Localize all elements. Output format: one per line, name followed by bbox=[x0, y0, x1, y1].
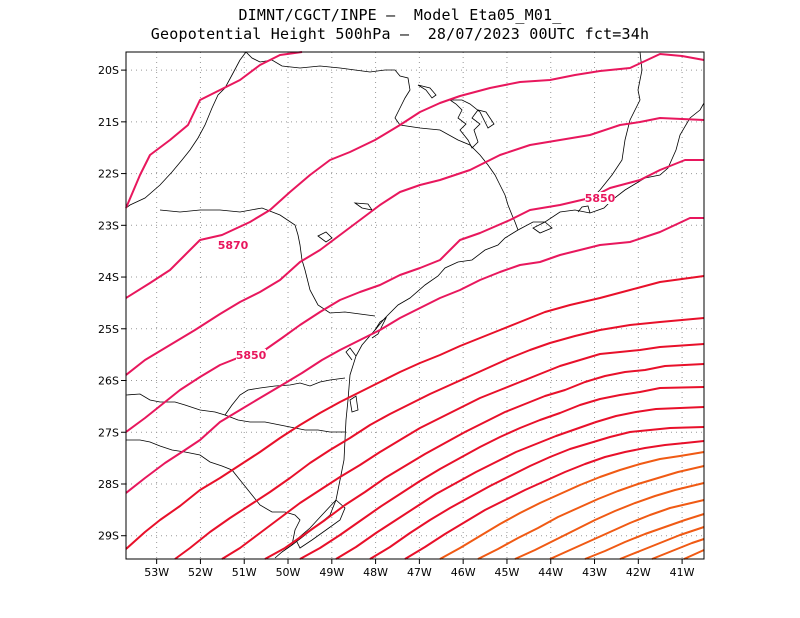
contour-label: 5870 bbox=[218, 239, 249, 252]
coastline-bay bbox=[345, 347, 357, 361]
x-tick-label: 45W bbox=[495, 566, 520, 579]
contour-line bbox=[369, 426, 705, 560]
contour-label: 5850 bbox=[236, 349, 267, 362]
contour-line bbox=[299, 386, 705, 560]
coastline-island bbox=[349, 395, 359, 413]
contour-line bbox=[514, 482, 705, 560]
contour-line bbox=[174, 317, 705, 560]
state-border bbox=[159, 207, 376, 317]
reservoir bbox=[448, 99, 495, 149]
x-tick-label: 51W bbox=[232, 566, 257, 579]
x-tick-label: 48W bbox=[363, 566, 388, 579]
coastline-island bbox=[532, 221, 553, 234]
y-tick-label: 22S bbox=[98, 168, 119, 181]
y-tick-label: 25S bbox=[98, 323, 119, 336]
coastline-bay bbox=[371, 316, 388, 339]
x-tick-label: 50W bbox=[276, 566, 301, 579]
contour-line bbox=[477, 465, 705, 560]
contour-line bbox=[125, 51, 303, 209]
x-tick-label: 49W bbox=[319, 566, 344, 579]
contour-label-bg bbox=[585, 192, 615, 204]
contour-label-bg bbox=[236, 349, 266, 361]
contour-line bbox=[125, 53, 705, 299]
contour-line bbox=[619, 526, 705, 560]
contour-line bbox=[683, 549, 705, 560]
contour-labels: 5870 5850 5850 bbox=[218, 192, 616, 362]
contour-line bbox=[221, 343, 705, 560]
reservoir bbox=[417, 84, 437, 99]
contour-line bbox=[125, 117, 705, 376]
x-tick-label: 44W bbox=[538, 566, 563, 579]
y-tick-label: 24S bbox=[98, 271, 119, 284]
contour-line bbox=[584, 513, 705, 560]
reservoir bbox=[353, 202, 373, 211]
map-title-line2: Geopotential Height 500hPa – 28/07/2023 … bbox=[150, 25, 650, 43]
coastline-bay bbox=[577, 205, 591, 214]
x-tick-label: 41W bbox=[670, 566, 695, 579]
reservoir bbox=[317, 231, 333, 243]
x-tick-label: 46W bbox=[451, 566, 476, 579]
x-tick-label: 43W bbox=[582, 566, 607, 579]
state-border bbox=[125, 377, 346, 416]
y-tick-label: 29S bbox=[98, 530, 119, 543]
contour-label-bg bbox=[218, 239, 248, 251]
y-tick-label: 21S bbox=[98, 116, 119, 129]
contour-line bbox=[335, 406, 705, 560]
y-tick-label: 27S bbox=[98, 426, 119, 439]
state-border bbox=[589, 51, 643, 201]
y-tick-label: 28S bbox=[98, 478, 119, 491]
state-border bbox=[245, 51, 519, 231]
map-frame bbox=[125, 51, 705, 560]
contour-line bbox=[404, 440, 705, 560]
coastline bbox=[274, 102, 705, 559]
state-border bbox=[125, 51, 247, 209]
x-tick-label: 53W bbox=[144, 566, 169, 579]
x-axis-ticks: 53W 52W 51W 50W 49W 48W 47W 46W 45W 44W 43W 42W 41W bbox=[144, 559, 695, 579]
y-tick-label: 23S bbox=[98, 219, 119, 232]
contour-label: 5850 bbox=[585, 192, 616, 205]
x-tick-label: 47W bbox=[407, 566, 432, 579]
y-axis-ticks: 20S 21S 22S 23S 24S 25S 26S 27S 28S 29S bbox=[98, 64, 126, 543]
y-tick-label: 26S bbox=[98, 375, 119, 388]
height-contours bbox=[125, 51, 705, 560]
state-border bbox=[224, 414, 345, 433]
x-tick-label: 42W bbox=[626, 566, 651, 579]
contour-line bbox=[439, 451, 705, 560]
map-title-line1: DIMNT/CGCT/INPE – Model Eta05_M01_ bbox=[238, 6, 562, 24]
contour-line bbox=[549, 499, 705, 560]
contour-line bbox=[125, 275, 705, 550]
contour-line bbox=[125, 217, 704, 494]
y-tick-label: 20S bbox=[98, 64, 119, 77]
lagoon bbox=[295, 499, 346, 549]
contour-line bbox=[125, 159, 704, 433]
contour-line bbox=[264, 363, 705, 560]
contour-line bbox=[651, 538, 705, 560]
x-tick-label: 52W bbox=[188, 566, 213, 579]
